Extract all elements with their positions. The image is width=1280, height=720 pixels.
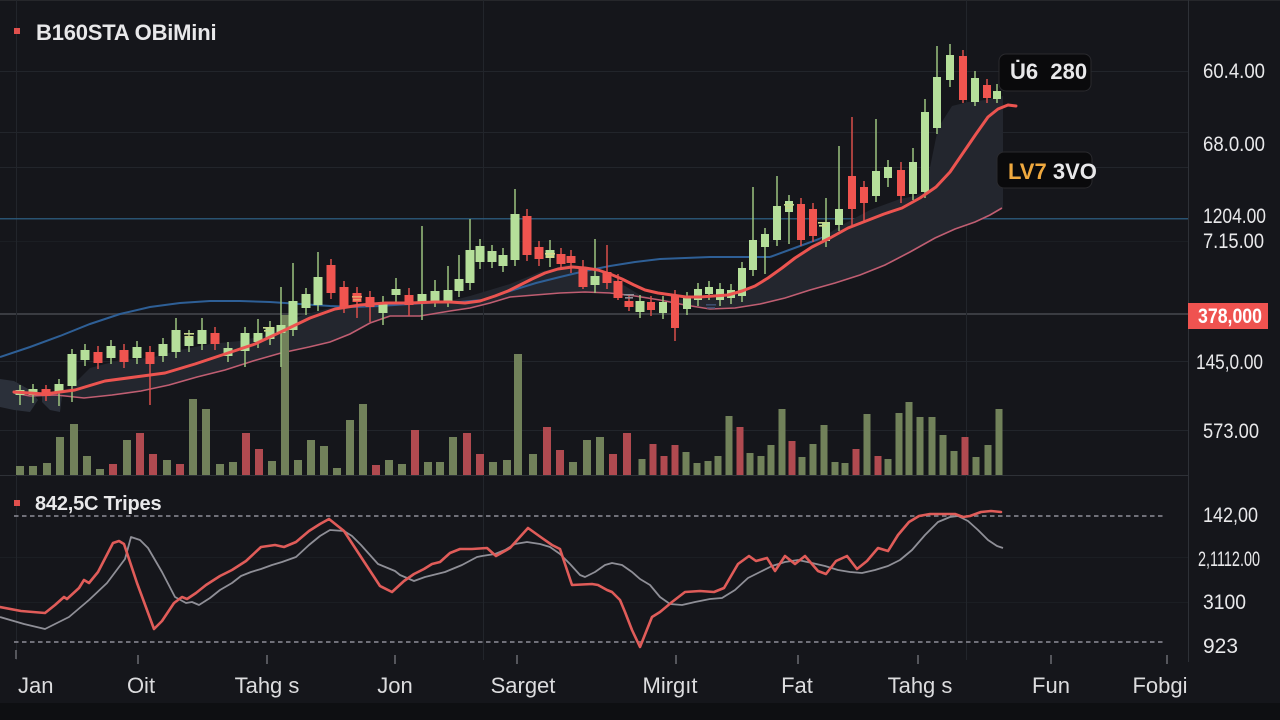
svg-text:Fun: Fun [1032, 673, 1070, 698]
svg-text:Jan: Jan [18, 673, 53, 698]
svg-text:Fobgi: Fobgi [1132, 673, 1187, 698]
svg-text:145,0.00: 145,0.00 [1196, 351, 1263, 374]
svg-text:68.0.00: 68.0.00 [1203, 133, 1265, 156]
svg-text:142,00: 142,00 [1203, 504, 1258, 527]
svg-text:LV7 3VO: LV7 3VO [1008, 159, 1097, 184]
svg-text:Mirgıt: Mirgıt [643, 673, 698, 698]
svg-text:2,1112.00: 2,1112.00 [1198, 548, 1260, 571]
svg-text:1204.00: 1204.00 [1203, 205, 1266, 228]
svg-text:B160STA OBiMini: B160STA OBiMini [36, 20, 216, 45]
svg-text:Fat: Fat [781, 673, 813, 698]
svg-text:378,000: 378,000 [1198, 305, 1262, 328]
svg-text:573.00: 573.00 [1203, 420, 1259, 443]
svg-text:Jon: Jon [377, 673, 412, 698]
svg-text:60.4.00: 60.4.00 [1203, 60, 1265, 83]
svg-text:Tahg s: Tahg s [235, 673, 300, 698]
svg-text:U̇6 280: U̇6 280 [1010, 59, 1087, 84]
svg-text:842,5C Tripes: 842,5C Tripes [35, 493, 161, 515]
svg-text:Sarget: Sarget [491, 673, 556, 698]
svg-text:3100: 3100 [1203, 591, 1246, 614]
svg-text:7.15.00: 7.15.00 [1203, 230, 1264, 253]
svg-text:923: 923 [1203, 635, 1238, 658]
svg-text:Tahg s: Tahg s [888, 673, 953, 698]
svg-text:Oit: Oit [127, 673, 155, 698]
